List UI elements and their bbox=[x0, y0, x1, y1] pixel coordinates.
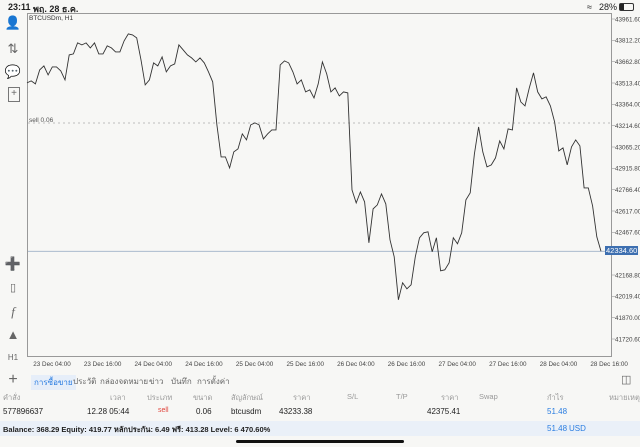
y-tick-label: 42915.80 bbox=[615, 166, 640, 173]
function-icon[interactable]: f bbox=[11, 304, 15, 319]
tab-history[interactable]: ประวัติ bbox=[73, 377, 97, 386]
header-time: เวลา bbox=[110, 393, 126, 402]
y-tick-label: 43812.20 bbox=[615, 38, 640, 45]
order-id: 577896637 bbox=[3, 407, 44, 416]
y-tick-label: 42467.60 bbox=[615, 230, 640, 237]
x-tick-label: 24 Dec 04:00 bbox=[135, 361, 173, 368]
x-tick-label: 28 Dec 04:00 bbox=[540, 361, 578, 368]
header-symbol: สัญลักษณ์ bbox=[231, 393, 264, 402]
header-open-price: ราคา bbox=[293, 393, 311, 402]
tab-mailbox[interactable]: กล่องจดหมาย bbox=[100, 377, 149, 386]
x-tick-label: 28 Dec 16:00 bbox=[590, 361, 628, 368]
chart-area[interactable] bbox=[27, 13, 612, 357]
profit-currency: USD bbox=[569, 424, 586, 433]
balance-bar: Balance: 368.29 Equity: 419.77 หลักประกั… bbox=[0, 421, 640, 436]
y-tick-label: 42168.80 bbox=[615, 272, 640, 279]
y-tick-label: 42019.40 bbox=[615, 294, 640, 301]
x-tick-label: 23 Dec 16:00 bbox=[84, 361, 122, 368]
home-indicator bbox=[236, 440, 404, 443]
order-current-price: 42375.41 bbox=[427, 407, 461, 416]
header-swap: Swap bbox=[479, 392, 498, 401]
order-symbol: btcusdm bbox=[231, 407, 262, 416]
header-price: ราคา bbox=[441, 393, 459, 402]
tab-news[interactable]: ข่าว bbox=[149, 377, 164, 386]
header-order: คำสั่ง bbox=[3, 393, 21, 402]
crosshair-icon[interactable]: ➕ bbox=[4, 256, 22, 271]
header-comment: หมายเหตุ bbox=[609, 393, 640, 402]
chat-icon[interactable]: 💬 bbox=[4, 64, 22, 79]
timeframe-button[interactable]: H1 bbox=[7, 353, 19, 362]
header-profit: กำไร bbox=[547, 393, 564, 402]
order-open-price: 43233.38 bbox=[279, 407, 313, 416]
x-tick-label: 23 Dec 04:00 bbox=[33, 361, 71, 368]
objects-icon[interactable]: ▲ bbox=[6, 327, 20, 342]
x-tick-label: 25 Dec 04:00 bbox=[236, 361, 274, 368]
add-icon[interactable]: + bbox=[8, 371, 18, 388]
sell-position-label: sell 0.06 bbox=[29, 117, 54, 124]
x-tick-label: 26 Dec 04:00 bbox=[337, 361, 375, 368]
status-time: 23:11 bbox=[8, 2, 31, 12]
account-icon[interactable]: 👤 bbox=[4, 15, 22, 30]
chart-symbol-label: BTCUSDm, H1 bbox=[29, 15, 74, 22]
order-type: sell bbox=[158, 407, 169, 414]
x-tick-label: 27 Dec 16:00 bbox=[489, 361, 527, 368]
balance-summary: Balance: 368.29 Equity: 419.77 หลักประกั… bbox=[3, 425, 271, 434]
y-tick-label: 41720.60 bbox=[615, 336, 640, 343]
status-date: พฤ. 28 ธ.ค. bbox=[33, 4, 79, 14]
y-tick-label: 43214.60 bbox=[615, 123, 640, 130]
current-price-label: 42334.60 bbox=[605, 246, 639, 255]
header-type: ประเภท bbox=[147, 393, 173, 402]
y-tick-label: 43961.60 bbox=[615, 16, 640, 23]
y-tick-label: 41870.00 bbox=[615, 315, 640, 322]
y-tick-label: 42617.00 bbox=[615, 208, 640, 215]
y-tick-label: 43662.80 bbox=[615, 59, 640, 66]
y-tick-label: 43364.00 bbox=[615, 102, 640, 109]
order-volume: 0.06 bbox=[196, 407, 212, 416]
price-line-series bbox=[26, 33, 602, 300]
total-profit: 51.48 bbox=[547, 424, 568, 433]
y-tick-label: 43513.40 bbox=[615, 80, 640, 87]
y-tick-label: 42766.40 bbox=[615, 187, 640, 194]
x-tick-label: 27 Dec 04:00 bbox=[438, 361, 476, 368]
order-time: 12.28 05:44 bbox=[87, 407, 130, 416]
order-profit: 51.48 bbox=[547, 407, 568, 416]
header-sl: S/L bbox=[347, 392, 359, 401]
y-tick-label: 43065.20 bbox=[615, 144, 640, 151]
header-volume: ขนาด bbox=[193, 393, 213, 402]
trade-arrows-icon[interactable]: ⇅ bbox=[7, 41, 19, 56]
candlestick-icon[interactable]: ▯ bbox=[9, 282, 17, 294]
x-tick-label: 25 Dec 16:00 bbox=[287, 361, 325, 368]
battery-percent: 28% bbox=[599, 2, 618, 12]
tab-settings[interactable]: การตั้งค่า bbox=[197, 377, 230, 386]
new-order-icon[interactable]: + bbox=[8, 87, 20, 102]
tab-journal[interactable]: บันทึก bbox=[171, 377, 192, 386]
table-row[interactable]: 577896637 12.28 05:44 sell 0.06 btcusdm … bbox=[0, 404, 640, 420]
x-tick-label: 24 Dec 16:00 bbox=[185, 361, 223, 368]
battery-icon bbox=[619, 3, 634, 11]
wifi-icon: ≈ bbox=[587, 2, 592, 12]
layout-icon[interactable]: ◫ bbox=[621, 374, 632, 386]
tab-trade[interactable]: การซื้อขาย bbox=[31, 375, 76, 390]
header-tp: T/P bbox=[396, 392, 408, 401]
x-tick-label: 26 Dec 16:00 bbox=[388, 361, 426, 368]
